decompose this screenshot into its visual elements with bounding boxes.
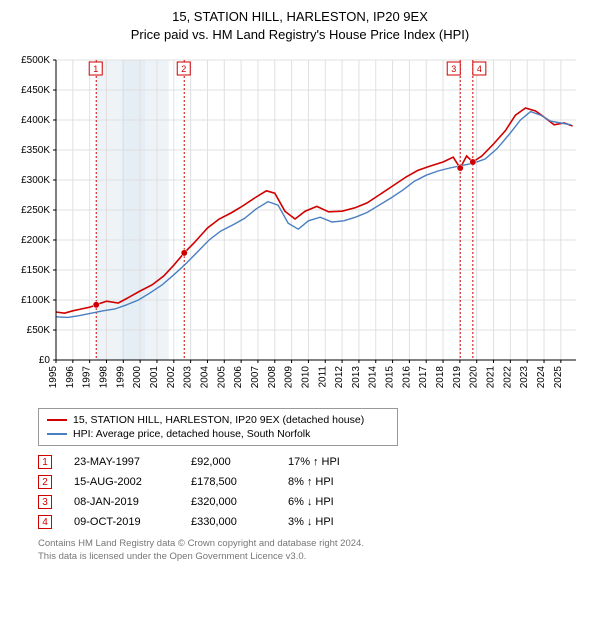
diff-pct: 17% bbox=[288, 456, 310, 468]
svg-text:1996: 1996 bbox=[65, 366, 76, 389]
transaction-date: 09-OCT-2019 bbox=[74, 516, 169, 528]
diff-pct: 8% bbox=[288, 476, 304, 488]
transaction-date: 08-JAN-2019 bbox=[74, 496, 169, 508]
svg-text:2019: 2019 bbox=[452, 366, 463, 389]
chart-title-block: 15, STATION HILL, HARLESTON, IP20 9EX Pr… bbox=[8, 8, 592, 44]
down-arrow-icon: ↓ bbox=[307, 496, 313, 508]
transaction-row: 2 15-AUG-2002 £178,500 8%↑HPI bbox=[38, 472, 586, 492]
transaction-date: 23-MAY-1997 bbox=[74, 456, 169, 468]
transaction-marker: 4 bbox=[38, 515, 52, 529]
svg-text:£100K: £100K bbox=[21, 295, 50, 306]
svg-text:2005: 2005 bbox=[216, 366, 227, 389]
svg-text:1999: 1999 bbox=[115, 366, 126, 389]
transaction-marker: 3 bbox=[38, 495, 52, 509]
title-line2: Price paid vs. HM Land Registry's House … bbox=[8, 26, 592, 44]
diff-vs: HPI bbox=[315, 476, 333, 488]
svg-text:2015: 2015 bbox=[385, 366, 396, 389]
transaction-diff: 6%↓HPI bbox=[288, 496, 368, 508]
legend: 15, STATION HILL, HARLESTON, IP20 9EX (d… bbox=[38, 408, 398, 446]
svg-text:1995: 1995 bbox=[48, 366, 59, 389]
svg-text:£450K: £450K bbox=[21, 85, 50, 96]
svg-text:2004: 2004 bbox=[199, 366, 210, 389]
transaction-row: 1 23-MAY-1997 £92,000 17%↑HPI bbox=[38, 452, 586, 472]
svg-text:4: 4 bbox=[477, 64, 482, 74]
up-arrow-icon: ↑ bbox=[307, 476, 313, 488]
transaction-row: 4 09-OCT-2019 £330,000 3%↓HPI bbox=[38, 512, 586, 532]
svg-text:1998: 1998 bbox=[98, 366, 109, 389]
legend-swatch bbox=[47, 419, 67, 421]
diff-pct: 6% bbox=[288, 496, 304, 508]
diff-vs: HPI bbox=[315, 516, 333, 528]
transaction-marker: 2 bbox=[38, 475, 52, 489]
svg-text:£250K: £250K bbox=[21, 205, 50, 216]
svg-text:1: 1 bbox=[93, 64, 98, 74]
footnote-line2: This data is licensed under the Open Gov… bbox=[38, 551, 586, 564]
down-arrow-icon: ↓ bbox=[307, 516, 313, 528]
svg-text:£400K: £400K bbox=[21, 115, 50, 126]
footnote: Contains HM Land Registry data © Crown c… bbox=[38, 538, 586, 564]
svg-text:2016: 2016 bbox=[401, 366, 412, 389]
transaction-diff: 17%↑HPI bbox=[288, 456, 368, 468]
transaction-price: £92,000 bbox=[191, 456, 266, 468]
svg-text:2000: 2000 bbox=[132, 366, 143, 389]
svg-text:2014: 2014 bbox=[368, 366, 379, 389]
svg-text:£300K: £300K bbox=[21, 175, 50, 186]
legend-swatch bbox=[47, 433, 67, 435]
svg-text:2021: 2021 bbox=[486, 366, 497, 389]
transaction-price: £320,000 bbox=[191, 496, 266, 508]
diff-vs: HPI bbox=[315, 496, 333, 508]
footnote-line1: Contains HM Land Registry data © Crown c… bbox=[38, 538, 586, 551]
transaction-price: £330,000 bbox=[191, 516, 266, 528]
transaction-table: 123-MAY-1997£92,00017%↑HPI215-AUG-2002£1… bbox=[38, 452, 586, 532]
transaction-row: 3 08-JAN-2019 £320,000 6%↓HPI bbox=[38, 492, 586, 512]
svg-text:2: 2 bbox=[181, 64, 186, 74]
svg-text:£150K: £150K bbox=[21, 265, 50, 276]
line-chart-svg: £0 £50K £100K £150K £200K £250K £300K £350K £400… bbox=[8, 50, 592, 400]
svg-text:2002: 2002 bbox=[166, 366, 177, 389]
svg-text:2020: 2020 bbox=[469, 366, 480, 389]
svg-text:1997: 1997 bbox=[82, 366, 93, 389]
chart-area: £0 £50K £100K £150K £200K £250K £300K £350K £400… bbox=[8, 50, 592, 400]
transaction-diff: 3%↓HPI bbox=[288, 516, 368, 528]
transaction-marker: 1 bbox=[38, 455, 52, 469]
transaction-price: £178,500 bbox=[191, 476, 266, 488]
svg-text:2013: 2013 bbox=[351, 366, 362, 389]
svg-text:2017: 2017 bbox=[418, 366, 429, 389]
svg-text:2007: 2007 bbox=[250, 366, 261, 389]
legend-label: HPI: Average price, detached house, Sout… bbox=[73, 428, 310, 440]
svg-text:2022: 2022 bbox=[502, 366, 513, 389]
svg-text:2003: 2003 bbox=[183, 366, 194, 389]
up-arrow-icon: ↑ bbox=[313, 456, 319, 468]
title-line1: 15, STATION HILL, HARLESTON, IP20 9EX bbox=[8, 8, 592, 26]
svg-text:2010: 2010 bbox=[300, 366, 311, 389]
svg-text:2025: 2025 bbox=[553, 366, 564, 389]
svg-text:£0: £0 bbox=[39, 355, 51, 366]
diff-vs: HPI bbox=[322, 456, 340, 468]
legend-row: 15, STATION HILL, HARLESTON, IP20 9EX (d… bbox=[47, 413, 389, 427]
diff-pct: 3% bbox=[288, 516, 304, 528]
svg-text:2018: 2018 bbox=[435, 366, 446, 389]
svg-text:2012: 2012 bbox=[334, 366, 345, 389]
svg-text:2001: 2001 bbox=[149, 366, 160, 389]
svg-text:£350K: £350K bbox=[21, 145, 50, 156]
legend-row: HPI: Average price, detached house, Sout… bbox=[47, 427, 389, 441]
svg-text:2009: 2009 bbox=[284, 366, 295, 389]
svg-text:£50K: £50K bbox=[27, 325, 51, 336]
svg-text:2008: 2008 bbox=[267, 366, 278, 389]
svg-text:2011: 2011 bbox=[317, 366, 328, 388]
legend-label: 15, STATION HILL, HARLESTON, IP20 9EX (d… bbox=[73, 414, 364, 426]
svg-text:£500K: £500K bbox=[21, 55, 50, 66]
transaction-diff: 8%↑HPI bbox=[288, 476, 368, 488]
svg-text:2024: 2024 bbox=[536, 366, 547, 389]
transaction-date: 15-AUG-2002 bbox=[74, 476, 169, 488]
svg-text:2006: 2006 bbox=[233, 366, 244, 389]
svg-text:2023: 2023 bbox=[519, 366, 530, 389]
svg-text:£200K: £200K bbox=[21, 235, 50, 246]
svg-text:3: 3 bbox=[451, 64, 456, 74]
